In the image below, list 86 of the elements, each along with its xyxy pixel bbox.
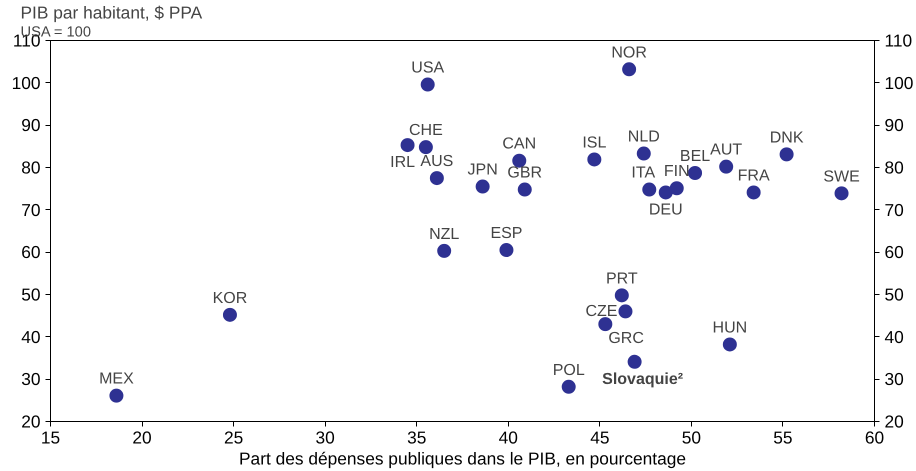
point: [834, 186, 849, 200]
point: [670, 181, 684, 196]
annotation: FIN: [664, 163, 690, 180]
annotation: IRL: [390, 154, 416, 172]
point: [518, 182, 532, 196]
point: [222, 308, 237, 322]
annotation: ITA: [631, 164, 656, 182]
point: [780, 147, 794, 162]
point: [622, 62, 636, 76]
point: [418, 140, 433, 154]
y2-tick-label: 90: [884, 115, 904, 136]
y-tick-label: 40: [21, 326, 41, 347]
y-tick-label: 80: [21, 158, 41, 178]
x-tick-label: 25: [224, 428, 244, 448]
annotation: DNK: [770, 129, 804, 146]
point: [628, 354, 642, 369]
point: [614, 288, 629, 302]
annotation: BEL: [680, 148, 710, 166]
annotation: SWE: [823, 168, 860, 186]
annotation: HUN: [712, 319, 748, 336]
annotation: GRC: [608, 330, 644, 348]
annotation: FRA: [738, 167, 770, 184]
annotation: KOR: [212, 290, 248, 307]
annotation: DEU: [648, 201, 683, 218]
x-axis-title: Part des dépenses publiques dans le PIB, en pourcentage: [239, 448, 686, 468]
point: [476, 180, 490, 194]
y-tick-label: 90: [21, 115, 41, 136]
y2-tick-label: 60: [884, 242, 904, 262]
annotation: GBR: [507, 164, 542, 182]
x-tick-label: 45: [590, 428, 610, 448]
x-tick-label: 35: [407, 428, 426, 448]
y2-tick-label: 80: [884, 158, 904, 178]
chart-title: PIB par habitant, $ PPA: [20, 2, 203, 22]
point: [109, 388, 124, 403]
x-tick-label: 15: [40, 428, 60, 448]
x-tick-label: 40: [498, 428, 518, 448]
x-tick-label: 20: [132, 428, 152, 448]
x-tick-label: 50: [682, 428, 702, 448]
annotation: USA: [411, 60, 444, 77]
y2-tick-label: 20: [884, 412, 904, 432]
point: [658, 185, 673, 200]
x-tick-label: 30: [316, 428, 335, 448]
x-tick-label: 60: [864, 428, 884, 448]
annotation: Slovaquie²: [602, 370, 684, 388]
point: [562, 380, 576, 394]
point: [587, 152, 602, 166]
point: [688, 166, 702, 180]
annotation: AUS: [420, 153, 454, 170]
annotation: NLD: [628, 128, 660, 146]
y2-tick-label: 30: [884, 369, 904, 390]
y2-tick-label: 70: [884, 200, 904, 220]
point: [719, 160, 734, 174]
annotation: POL: [552, 362, 585, 379]
y-tick-label: 50: [21, 284, 41, 304]
annotation: JPN: [468, 162, 498, 179]
point: [642, 182, 656, 196]
y-tick-label: 30: [21, 369, 41, 390]
y-tick-label: 70: [21, 200, 41, 220]
y2-tick-label: 50: [884, 284, 904, 304]
point: [437, 244, 452, 258]
point: [636, 146, 651, 161]
y2-tick-label: 100: [884, 72, 914, 93]
point: [722, 337, 737, 352]
point: [430, 171, 444, 186]
y-tick-label: 20: [21, 412, 41, 432]
y2-tick-label: 110: [884, 30, 912, 50]
y-tick-label: 100: [12, 72, 41, 93]
annotation: ESP: [490, 225, 522, 242]
point: [618, 304, 632, 318]
y-tick-label: 60: [21, 242, 41, 262]
point: [400, 138, 415, 152]
point: [746, 185, 761, 200]
x-tick-label: 55: [773, 428, 793, 448]
annotation: NZL: [429, 226, 460, 243]
annotation: CZE: [585, 302, 618, 320]
annotation: MEX: [99, 370, 134, 388]
point: [499, 243, 514, 258]
annotation: AUT: [710, 142, 742, 159]
annotation: ISL: [582, 134, 606, 152]
annotation: PRT: [606, 270, 638, 288]
annotation: CAN: [502, 136, 536, 153]
annotation: NOR: [611, 44, 647, 62]
y2-tick-label: 40: [884, 326, 904, 347]
point: [420, 78, 435, 92]
annotation: CHE: [408, 122, 443, 140]
point: [598, 317, 612, 332]
